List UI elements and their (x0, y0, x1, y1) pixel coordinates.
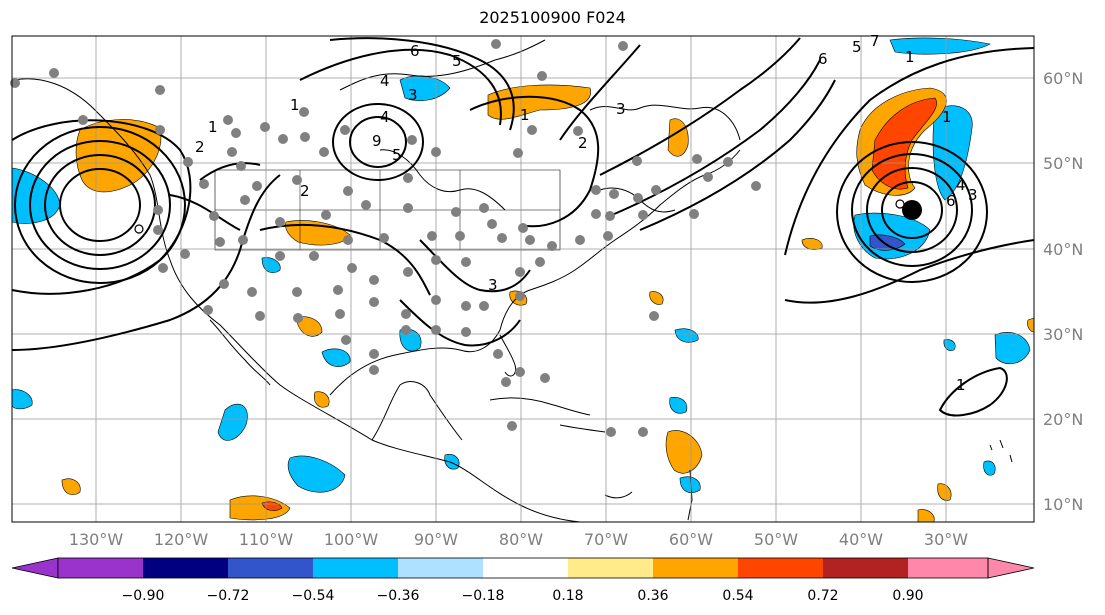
contour-label: 6 (410, 42, 420, 60)
colorbar-tick-label: −0.36 (377, 588, 420, 604)
colorbar-segment (653, 558, 738, 578)
low-centers (134, 199, 922, 234)
contour-label: 2 (300, 182, 310, 200)
contour-label: 5 (852, 38, 862, 56)
colorbar-tick-label: 0.90 (892, 588, 923, 604)
colorbar-segment (568, 558, 653, 578)
station-markers (10, 39, 761, 437)
contour-label: 1 (905, 48, 915, 66)
colorbar: −0.90 −0.72 −0.54 −0.36 −0.18 0.18 0.36 … (11, 557, 1035, 604)
lat-label: 10°N (1043, 495, 1083, 514)
map-panel: 1 2 2 1 3 5 6 9 4 5 2 3 1 6 7 5 6 1 3 4 … (10, 32, 1035, 523)
lon-label: 70°W (584, 530, 628, 549)
lon-label: 130°W (69, 530, 124, 549)
contour-label: 3 (968, 186, 978, 204)
contour-label: 4 (380, 72, 390, 90)
colorbar-tick-label: 0.54 (722, 588, 753, 604)
contour-label: 5 (392, 146, 402, 164)
lat-label: 50°N (1043, 154, 1083, 173)
lon-label: 40°W (839, 530, 883, 549)
colorbar-tick-label: −0.72 (207, 588, 250, 604)
contour-label: 2 (195, 138, 205, 156)
contour-label: 1 (520, 106, 530, 124)
colorbar-segment (313, 558, 398, 578)
colorbar-segment (823, 558, 908, 578)
contour-label: 7 (870, 32, 880, 50)
contour-label: 5 (452, 52, 462, 70)
lon-label: 30°W (924, 530, 968, 549)
colorbar-tick-label: −0.90 (122, 588, 165, 604)
lon-label: 60°W (669, 530, 713, 549)
latitude-labels: 60°N 50°N 40°N 30°N 20°N 10°N (1043, 69, 1083, 514)
colorbar-tick-label: −0.54 (292, 588, 335, 604)
colorbar-tick-label: 0.72 (807, 588, 838, 604)
positive-anomaly-shading (61, 84, 1035, 523)
colorbar-tick-label: 0.36 (637, 588, 668, 604)
colorbar-segment (58, 558, 143, 578)
contour-label: 3 (488, 276, 498, 294)
colorbar-tick-label: 0.18 (552, 588, 583, 604)
colorbar-tick-label: −0.18 (462, 588, 505, 604)
colorbar-min-extension (11, 557, 59, 579)
contour-label: 3 (616, 100, 626, 118)
contour-label: 1 (208, 118, 218, 136)
lat-lon-grid (12, 36, 1034, 522)
contour-lines (11, 37, 1035, 417)
colorbar-segment (143, 558, 228, 578)
contour-label: 1 (942, 108, 952, 126)
colorbar-segment (483, 558, 568, 578)
map-title: 2025100900 F024 (479, 8, 626, 27)
coastlines (13, 39, 1013, 523)
lon-label: 100°W (324, 530, 379, 549)
contour-labels: 1 2 2 1 3 5 6 9 4 5 2 3 1 6 7 5 6 1 3 4 … (195, 32, 978, 394)
colorbar-segment (228, 558, 313, 578)
lat-label: 60°N (1043, 69, 1083, 88)
contour-label: 4 (956, 176, 966, 194)
contour-label: 3 (408, 86, 418, 104)
contour-label: 2 (578, 134, 588, 152)
colorbar-segment (908, 558, 988, 578)
colorbar-segment (398, 558, 483, 578)
contour-label: 6 (946, 192, 956, 210)
longitude-labels: 130°W 120°W 110°W 100°W 90°W 80°W 70°W 6… (69, 530, 968, 549)
lon-label: 120°W (154, 530, 209, 549)
lon-label: 80°W (499, 530, 543, 549)
lon-label: 50°W (754, 530, 798, 549)
lon-label: 110°W (239, 530, 294, 549)
negative-anomaly-shading (11, 37, 1031, 493)
contour-label: 9 (372, 132, 382, 150)
lon-label: 90°W (414, 530, 458, 549)
contour-label: 1 (290, 96, 300, 114)
contour-label: 1 (956, 376, 966, 394)
contour-label: 4 (380, 108, 390, 126)
contour-label: 6 (818, 50, 828, 68)
lat-label: 40°N (1043, 240, 1083, 259)
colorbar-max-extension (987, 557, 1035, 579)
lat-label: 30°N (1043, 325, 1083, 344)
lat-label: 20°N (1043, 410, 1083, 429)
colorbar-segment (738, 558, 823, 578)
